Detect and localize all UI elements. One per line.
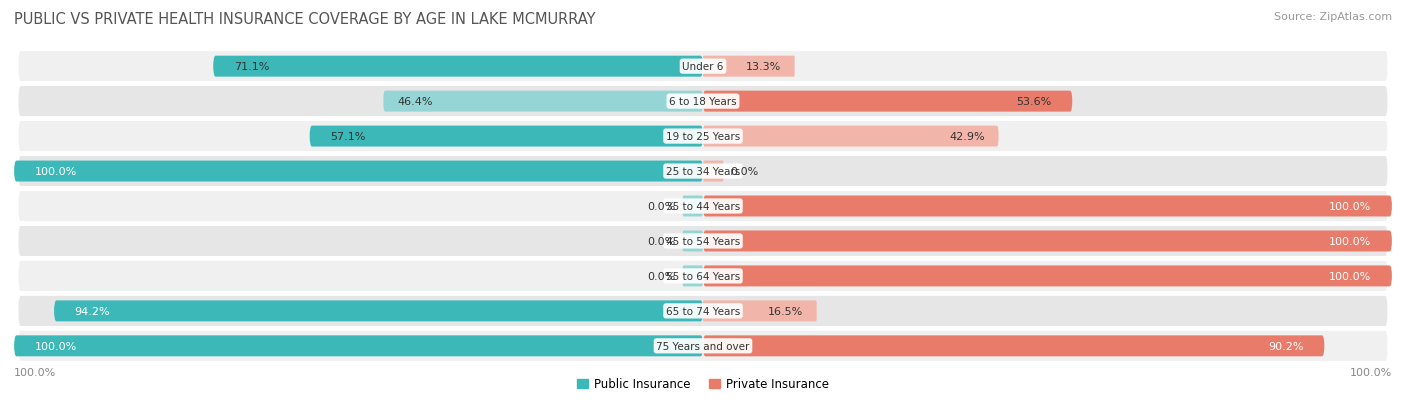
Text: 42.9%: 42.9%: [949, 132, 984, 142]
FancyBboxPatch shape: [703, 266, 1392, 287]
Text: 6 to 18 Years: 6 to 18 Years: [669, 97, 737, 107]
Text: 0.0%: 0.0%: [731, 166, 759, 177]
Text: 16.5%: 16.5%: [768, 306, 803, 316]
FancyBboxPatch shape: [17, 121, 1389, 153]
FancyBboxPatch shape: [309, 126, 703, 147]
Text: 53.6%: 53.6%: [1017, 97, 1052, 107]
FancyBboxPatch shape: [703, 57, 794, 78]
FancyBboxPatch shape: [703, 91, 1073, 112]
Text: 75 Years and over: 75 Years and over: [657, 341, 749, 351]
Text: 100.0%: 100.0%: [1350, 367, 1392, 377]
Text: 0.0%: 0.0%: [647, 271, 675, 281]
FancyBboxPatch shape: [53, 301, 703, 322]
Text: 100.0%: 100.0%: [35, 166, 77, 177]
Text: 45 to 54 Years: 45 to 54 Years: [666, 236, 740, 247]
Text: PUBLIC VS PRIVATE HEALTH INSURANCE COVERAGE BY AGE IN LAKE MCMURRAY: PUBLIC VS PRIVATE HEALTH INSURANCE COVER…: [14, 12, 596, 27]
Text: 35 to 44 Years: 35 to 44 Years: [666, 202, 740, 211]
Text: 65 to 74 Years: 65 to 74 Years: [666, 306, 740, 316]
Text: 100.0%: 100.0%: [14, 367, 56, 377]
FancyBboxPatch shape: [384, 91, 703, 112]
Text: Under 6: Under 6: [682, 62, 724, 72]
Text: 25 to 34 Years: 25 to 34 Years: [666, 166, 740, 177]
Text: 94.2%: 94.2%: [75, 306, 110, 316]
Legend: Public Insurance, Private Insurance: Public Insurance, Private Insurance: [572, 373, 834, 395]
FancyBboxPatch shape: [17, 190, 1389, 223]
FancyBboxPatch shape: [17, 260, 1389, 292]
FancyBboxPatch shape: [703, 161, 724, 182]
FancyBboxPatch shape: [17, 225, 1389, 257]
Text: 90.2%: 90.2%: [1268, 341, 1303, 351]
Text: 57.1%: 57.1%: [330, 132, 366, 142]
FancyBboxPatch shape: [17, 156, 1389, 188]
Text: 0.0%: 0.0%: [647, 202, 675, 211]
Text: 0.0%: 0.0%: [647, 236, 675, 247]
FancyBboxPatch shape: [17, 51, 1389, 83]
FancyBboxPatch shape: [703, 335, 1324, 356]
Text: 46.4%: 46.4%: [396, 97, 433, 107]
FancyBboxPatch shape: [682, 196, 703, 217]
FancyBboxPatch shape: [14, 161, 703, 182]
FancyBboxPatch shape: [682, 266, 703, 287]
FancyBboxPatch shape: [703, 126, 998, 147]
FancyBboxPatch shape: [703, 301, 817, 322]
FancyBboxPatch shape: [214, 57, 703, 78]
FancyBboxPatch shape: [17, 86, 1389, 118]
Text: 100.0%: 100.0%: [1329, 236, 1371, 247]
Text: Source: ZipAtlas.com: Source: ZipAtlas.com: [1274, 12, 1392, 22]
Text: 13.3%: 13.3%: [745, 62, 780, 72]
Text: 100.0%: 100.0%: [35, 341, 77, 351]
Text: 100.0%: 100.0%: [1329, 271, 1371, 281]
FancyBboxPatch shape: [17, 295, 1389, 327]
Text: 100.0%: 100.0%: [1329, 202, 1371, 211]
FancyBboxPatch shape: [17, 330, 1389, 362]
Text: 71.1%: 71.1%: [233, 62, 269, 72]
FancyBboxPatch shape: [703, 231, 1392, 252]
Text: 19 to 25 Years: 19 to 25 Years: [666, 132, 740, 142]
FancyBboxPatch shape: [682, 231, 703, 252]
Text: 55 to 64 Years: 55 to 64 Years: [666, 271, 740, 281]
FancyBboxPatch shape: [14, 335, 703, 356]
FancyBboxPatch shape: [703, 196, 1392, 217]
